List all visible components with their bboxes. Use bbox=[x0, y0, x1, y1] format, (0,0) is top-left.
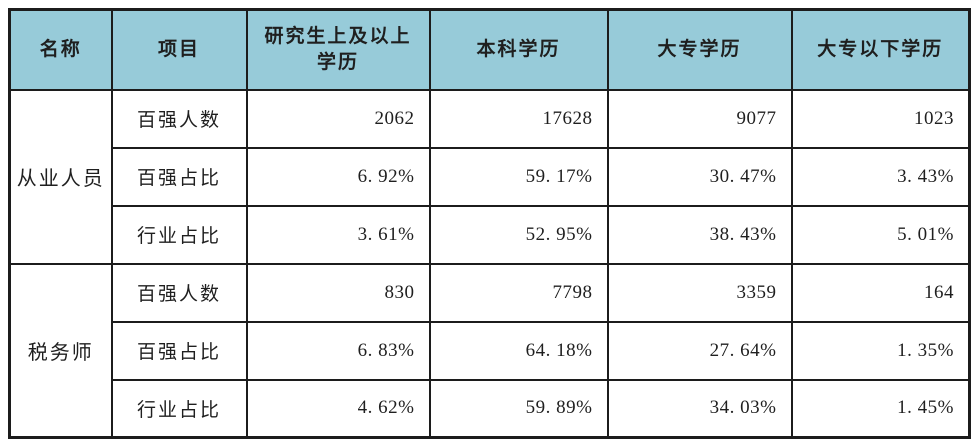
value-cell: 4. 62% bbox=[245, 378, 431, 439]
value-cell: 17628 bbox=[428, 88, 609, 149]
row-label: 百强占比 bbox=[110, 320, 248, 381]
value-cell: 30. 47% bbox=[606, 146, 793, 207]
table-row: 从业人员 百强人数 2062 17628 9077 1023 bbox=[8, 88, 971, 265]
group-label-practitioners: 从业人员 bbox=[8, 88, 113, 265]
table-row: 行业占比 3. 61% 52. 95% 38. 43% 5. 01% bbox=[10, 204, 971, 265]
header-below-junior-college: 大专以下学历 bbox=[790, 8, 971, 91]
value-cell: 3. 43% bbox=[790, 146, 971, 207]
row-label: 百强人数 bbox=[110, 88, 248, 149]
group-label-tax-accountants: 税务师 bbox=[8, 262, 113, 439]
header-row: 名称 项目 研究生上及以上 学历 本科学历 大专学历 大专以下学历 bbox=[8, 8, 971, 91]
value-cell: 830 bbox=[245, 262, 431, 323]
value-cell: 52. 95% bbox=[428, 204, 609, 265]
value-cell: 38. 43% bbox=[606, 204, 793, 265]
value-cell: 3359 bbox=[606, 262, 793, 323]
value-cell: 27. 64% bbox=[606, 320, 793, 381]
value-cell: 34. 03% bbox=[606, 378, 793, 439]
header-postgraduate: 研究生上及以上 学历 bbox=[245, 8, 431, 91]
row-label: 行业占比 bbox=[110, 378, 248, 439]
table-row: 百强占比 6. 83% 64. 18% 27. 64% 1. 35% bbox=[10, 320, 971, 381]
value-cell: 59. 89% bbox=[428, 378, 609, 439]
value-cell: 59. 17% bbox=[428, 146, 609, 207]
value-cell: 164 bbox=[790, 262, 971, 323]
value-cell: 7798 bbox=[428, 262, 609, 323]
table-row: 税务师 百强人数 830 7798 3359 164 bbox=[8, 262, 971, 439]
row-label: 百强占比 bbox=[110, 146, 248, 207]
header-name: 名称 bbox=[8, 8, 113, 91]
value-cell: 2062 bbox=[245, 88, 431, 149]
value-cell: 64. 18% bbox=[428, 320, 609, 381]
value-cell: 1. 45% bbox=[790, 378, 971, 439]
header-junior-college: 大专学历 bbox=[606, 8, 793, 91]
value-cell: 1. 35% bbox=[790, 320, 971, 381]
education-statistics-table: 名称 项目 研究生上及以上 学历 本科学历 大专学历 大专以下学历 从业人员 百… bbox=[8, 8, 971, 439]
row-label: 行业占比 bbox=[110, 204, 248, 265]
header-bachelor: 本科学历 bbox=[428, 8, 609, 91]
value-cell: 3. 61% bbox=[245, 204, 431, 265]
value-cell: 6. 83% bbox=[245, 320, 431, 381]
header-item: 项目 bbox=[110, 8, 248, 91]
value-cell: 9077 bbox=[606, 88, 793, 149]
table-row: 行业占比 4. 62% 59. 89% 34. 03% 1. 45% bbox=[10, 378, 971, 439]
row-label: 百强人数 bbox=[110, 262, 248, 323]
table-row: 百强占比 6. 92% 59. 17% 30. 47% 3. 43% bbox=[10, 146, 971, 207]
value-cell: 1023 bbox=[790, 88, 971, 149]
value-cell: 6. 92% bbox=[245, 146, 431, 207]
value-cell: 5. 01% bbox=[790, 204, 971, 265]
